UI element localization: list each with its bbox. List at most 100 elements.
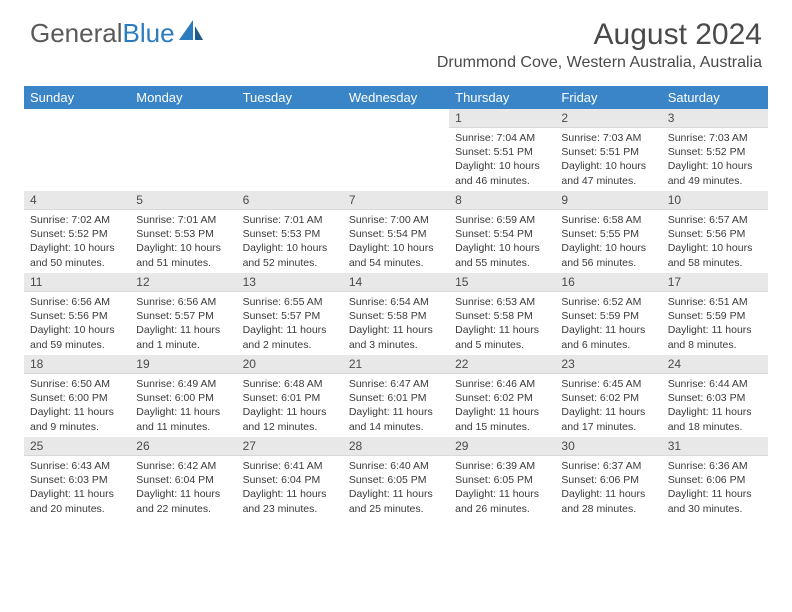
logo-text-gray: General <box>30 18 123 49</box>
day-content: Sunrise: 6:47 AMSunset: 6:01 PMDaylight:… <box>343 374 449 437</box>
day-number: 1 <box>449 109 555 128</box>
calendar-cell: 20Sunrise: 6:48 AMSunset: 6:01 PMDayligh… <box>237 355 343 437</box>
day-content: Sunrise: 6:56 AMSunset: 5:57 PMDaylight:… <box>130 292 236 355</box>
weekday-header: Tuesday <box>237 86 343 109</box>
calendar-cell: 29Sunrise: 6:39 AMSunset: 6:05 PMDayligh… <box>449 437 555 519</box>
day-number: 18 <box>24 355 130 374</box>
calendar-cell: 1Sunrise: 7:04 AMSunset: 5:51 PMDaylight… <box>449 109 555 191</box>
day-number: 20 <box>237 355 343 374</box>
day-content: Sunrise: 7:02 AMSunset: 5:52 PMDaylight:… <box>24 210 130 273</box>
day-content: Sunrise: 6:42 AMSunset: 6:04 PMDaylight:… <box>130 456 236 519</box>
calendar-cell: 6Sunrise: 7:01 AMSunset: 5:53 PMDaylight… <box>237 191 343 273</box>
calendar-cell <box>343 109 449 191</box>
calendar-cell: 10Sunrise: 6:57 AMSunset: 5:56 PMDayligh… <box>662 191 768 273</box>
calendar-cell: 30Sunrise: 6:37 AMSunset: 6:06 PMDayligh… <box>555 437 661 519</box>
calendar-cell: 24Sunrise: 6:44 AMSunset: 6:03 PMDayligh… <box>662 355 768 437</box>
weekday-header: Sunday <box>24 86 130 109</box>
day-content: Sunrise: 6:46 AMSunset: 6:02 PMDaylight:… <box>449 374 555 437</box>
day-number: 4 <box>24 191 130 210</box>
title-block: August 2024 Drummond Cove, Western Austr… <box>437 18 762 72</box>
weekday-header: Wednesday <box>343 86 449 109</box>
day-content: Sunrise: 7:03 AMSunset: 5:52 PMDaylight:… <box>662 128 768 191</box>
weekday-header: Saturday <box>662 86 768 109</box>
calendar-cell: 7Sunrise: 7:00 AMSunset: 5:54 PMDaylight… <box>343 191 449 273</box>
day-content: Sunrise: 6:36 AMSunset: 6:06 PMDaylight:… <box>662 456 768 519</box>
calendar-body: 1Sunrise: 7:04 AMSunset: 5:51 PMDaylight… <box>24 109 768 519</box>
weekday-header: Thursday <box>449 86 555 109</box>
day-content: Sunrise: 7:00 AMSunset: 5:54 PMDaylight:… <box>343 210 449 273</box>
calendar-cell: 12Sunrise: 6:56 AMSunset: 5:57 PMDayligh… <box>130 273 236 355</box>
day-content: Sunrise: 6:55 AMSunset: 5:57 PMDaylight:… <box>237 292 343 355</box>
calendar-cell: 18Sunrise: 6:50 AMSunset: 6:00 PMDayligh… <box>24 355 130 437</box>
weekday-header: Monday <box>130 86 236 109</box>
header: GeneralBlue August 2024 Drummond Cove, W… <box>0 0 792 80</box>
day-content: Sunrise: 6:43 AMSunset: 6:03 PMDaylight:… <box>24 456 130 519</box>
day-content: Sunrise: 6:53 AMSunset: 5:58 PMDaylight:… <box>449 292 555 355</box>
day-number: 11 <box>24 273 130 292</box>
day-content: Sunrise: 6:37 AMSunset: 6:06 PMDaylight:… <box>555 456 661 519</box>
day-number: 10 <box>662 191 768 210</box>
day-number: 23 <box>555 355 661 374</box>
day-number: 9 <box>555 191 661 210</box>
day-number: 30 <box>555 437 661 456</box>
day-number: 31 <box>662 437 768 456</box>
calendar-cell: 3Sunrise: 7:03 AMSunset: 5:52 PMDaylight… <box>662 109 768 191</box>
day-content: Sunrise: 6:52 AMSunset: 5:59 PMDaylight:… <box>555 292 661 355</box>
day-number: 15 <box>449 273 555 292</box>
day-number: 13 <box>237 273 343 292</box>
logo-text-blue: Blue <box>123 18 175 49</box>
day-number: 26 <box>130 437 236 456</box>
calendar-cell: 5Sunrise: 7:01 AMSunset: 5:53 PMDaylight… <box>130 191 236 273</box>
calendar-cell: 17Sunrise: 6:51 AMSunset: 5:59 PMDayligh… <box>662 273 768 355</box>
month-title: August 2024 <box>437 18 762 52</box>
day-content: Sunrise: 7:03 AMSunset: 5:51 PMDaylight:… <box>555 128 661 191</box>
day-number: 5 <box>130 191 236 210</box>
calendar-table: SundayMondayTuesdayWednesdayThursdayFrid… <box>24 86 768 519</box>
day-number: 19 <box>130 355 236 374</box>
calendar-cell <box>130 109 236 191</box>
calendar-cell: 14Sunrise: 6:54 AMSunset: 5:58 PMDayligh… <box>343 273 449 355</box>
calendar-cell <box>24 109 130 191</box>
day-content: Sunrise: 6:54 AMSunset: 5:58 PMDaylight:… <box>343 292 449 355</box>
weekday-header: Friday <box>555 86 661 109</box>
day-number: 25 <box>24 437 130 456</box>
calendar-cell: 4Sunrise: 7:02 AMSunset: 5:52 PMDaylight… <box>24 191 130 273</box>
calendar-cell: 26Sunrise: 6:42 AMSunset: 6:04 PMDayligh… <box>130 437 236 519</box>
calendar-cell: 21Sunrise: 6:47 AMSunset: 6:01 PMDayligh… <box>343 355 449 437</box>
day-content: Sunrise: 6:41 AMSunset: 6:04 PMDaylight:… <box>237 456 343 519</box>
day-content: Sunrise: 6:58 AMSunset: 5:55 PMDaylight:… <box>555 210 661 273</box>
day-number: 14 <box>343 273 449 292</box>
day-number: 12 <box>130 273 236 292</box>
day-content: Sunrise: 6:56 AMSunset: 5:56 PMDaylight:… <box>24 292 130 355</box>
day-number: 21 <box>343 355 449 374</box>
day-number: 6 <box>237 191 343 210</box>
calendar-cell <box>237 109 343 191</box>
calendar-cell: 8Sunrise: 6:59 AMSunset: 5:54 PMDaylight… <box>449 191 555 273</box>
day-number: 2 <box>555 109 661 128</box>
day-content: Sunrise: 6:45 AMSunset: 6:02 PMDaylight:… <box>555 374 661 437</box>
calendar-cell: 25Sunrise: 6:43 AMSunset: 6:03 PMDayligh… <box>24 437 130 519</box>
day-content: Sunrise: 6:59 AMSunset: 5:54 PMDaylight:… <box>449 210 555 273</box>
logo: GeneralBlue <box>30 18 205 49</box>
calendar-cell: 16Sunrise: 6:52 AMSunset: 5:59 PMDayligh… <box>555 273 661 355</box>
calendar-cell: 15Sunrise: 6:53 AMSunset: 5:58 PMDayligh… <box>449 273 555 355</box>
day-number: 28 <box>343 437 449 456</box>
calendar-cell: 28Sunrise: 6:40 AMSunset: 6:05 PMDayligh… <box>343 437 449 519</box>
day-content: Sunrise: 7:01 AMSunset: 5:53 PMDaylight:… <box>237 210 343 273</box>
calendar-cell: 13Sunrise: 6:55 AMSunset: 5:57 PMDayligh… <box>237 273 343 355</box>
day-number: 7 <box>343 191 449 210</box>
day-content: Sunrise: 6:39 AMSunset: 6:05 PMDaylight:… <box>449 456 555 519</box>
day-content: Sunrise: 6:40 AMSunset: 6:05 PMDaylight:… <box>343 456 449 519</box>
day-number: 29 <box>449 437 555 456</box>
day-number: 17 <box>662 273 768 292</box>
day-content: Sunrise: 6:49 AMSunset: 6:00 PMDaylight:… <box>130 374 236 437</box>
day-content: Sunrise: 6:48 AMSunset: 6:01 PMDaylight:… <box>237 374 343 437</box>
day-content: Sunrise: 6:57 AMSunset: 5:56 PMDaylight:… <box>662 210 768 273</box>
day-number: 24 <box>662 355 768 374</box>
calendar-cell: 23Sunrise: 6:45 AMSunset: 6:02 PMDayligh… <box>555 355 661 437</box>
day-number: 27 <box>237 437 343 456</box>
day-content: Sunrise: 6:44 AMSunset: 6:03 PMDaylight:… <box>662 374 768 437</box>
calendar-cell: 11Sunrise: 6:56 AMSunset: 5:56 PMDayligh… <box>24 273 130 355</box>
calendar-cell: 2Sunrise: 7:03 AMSunset: 5:51 PMDaylight… <box>555 109 661 191</box>
day-number: 3 <box>662 109 768 128</box>
